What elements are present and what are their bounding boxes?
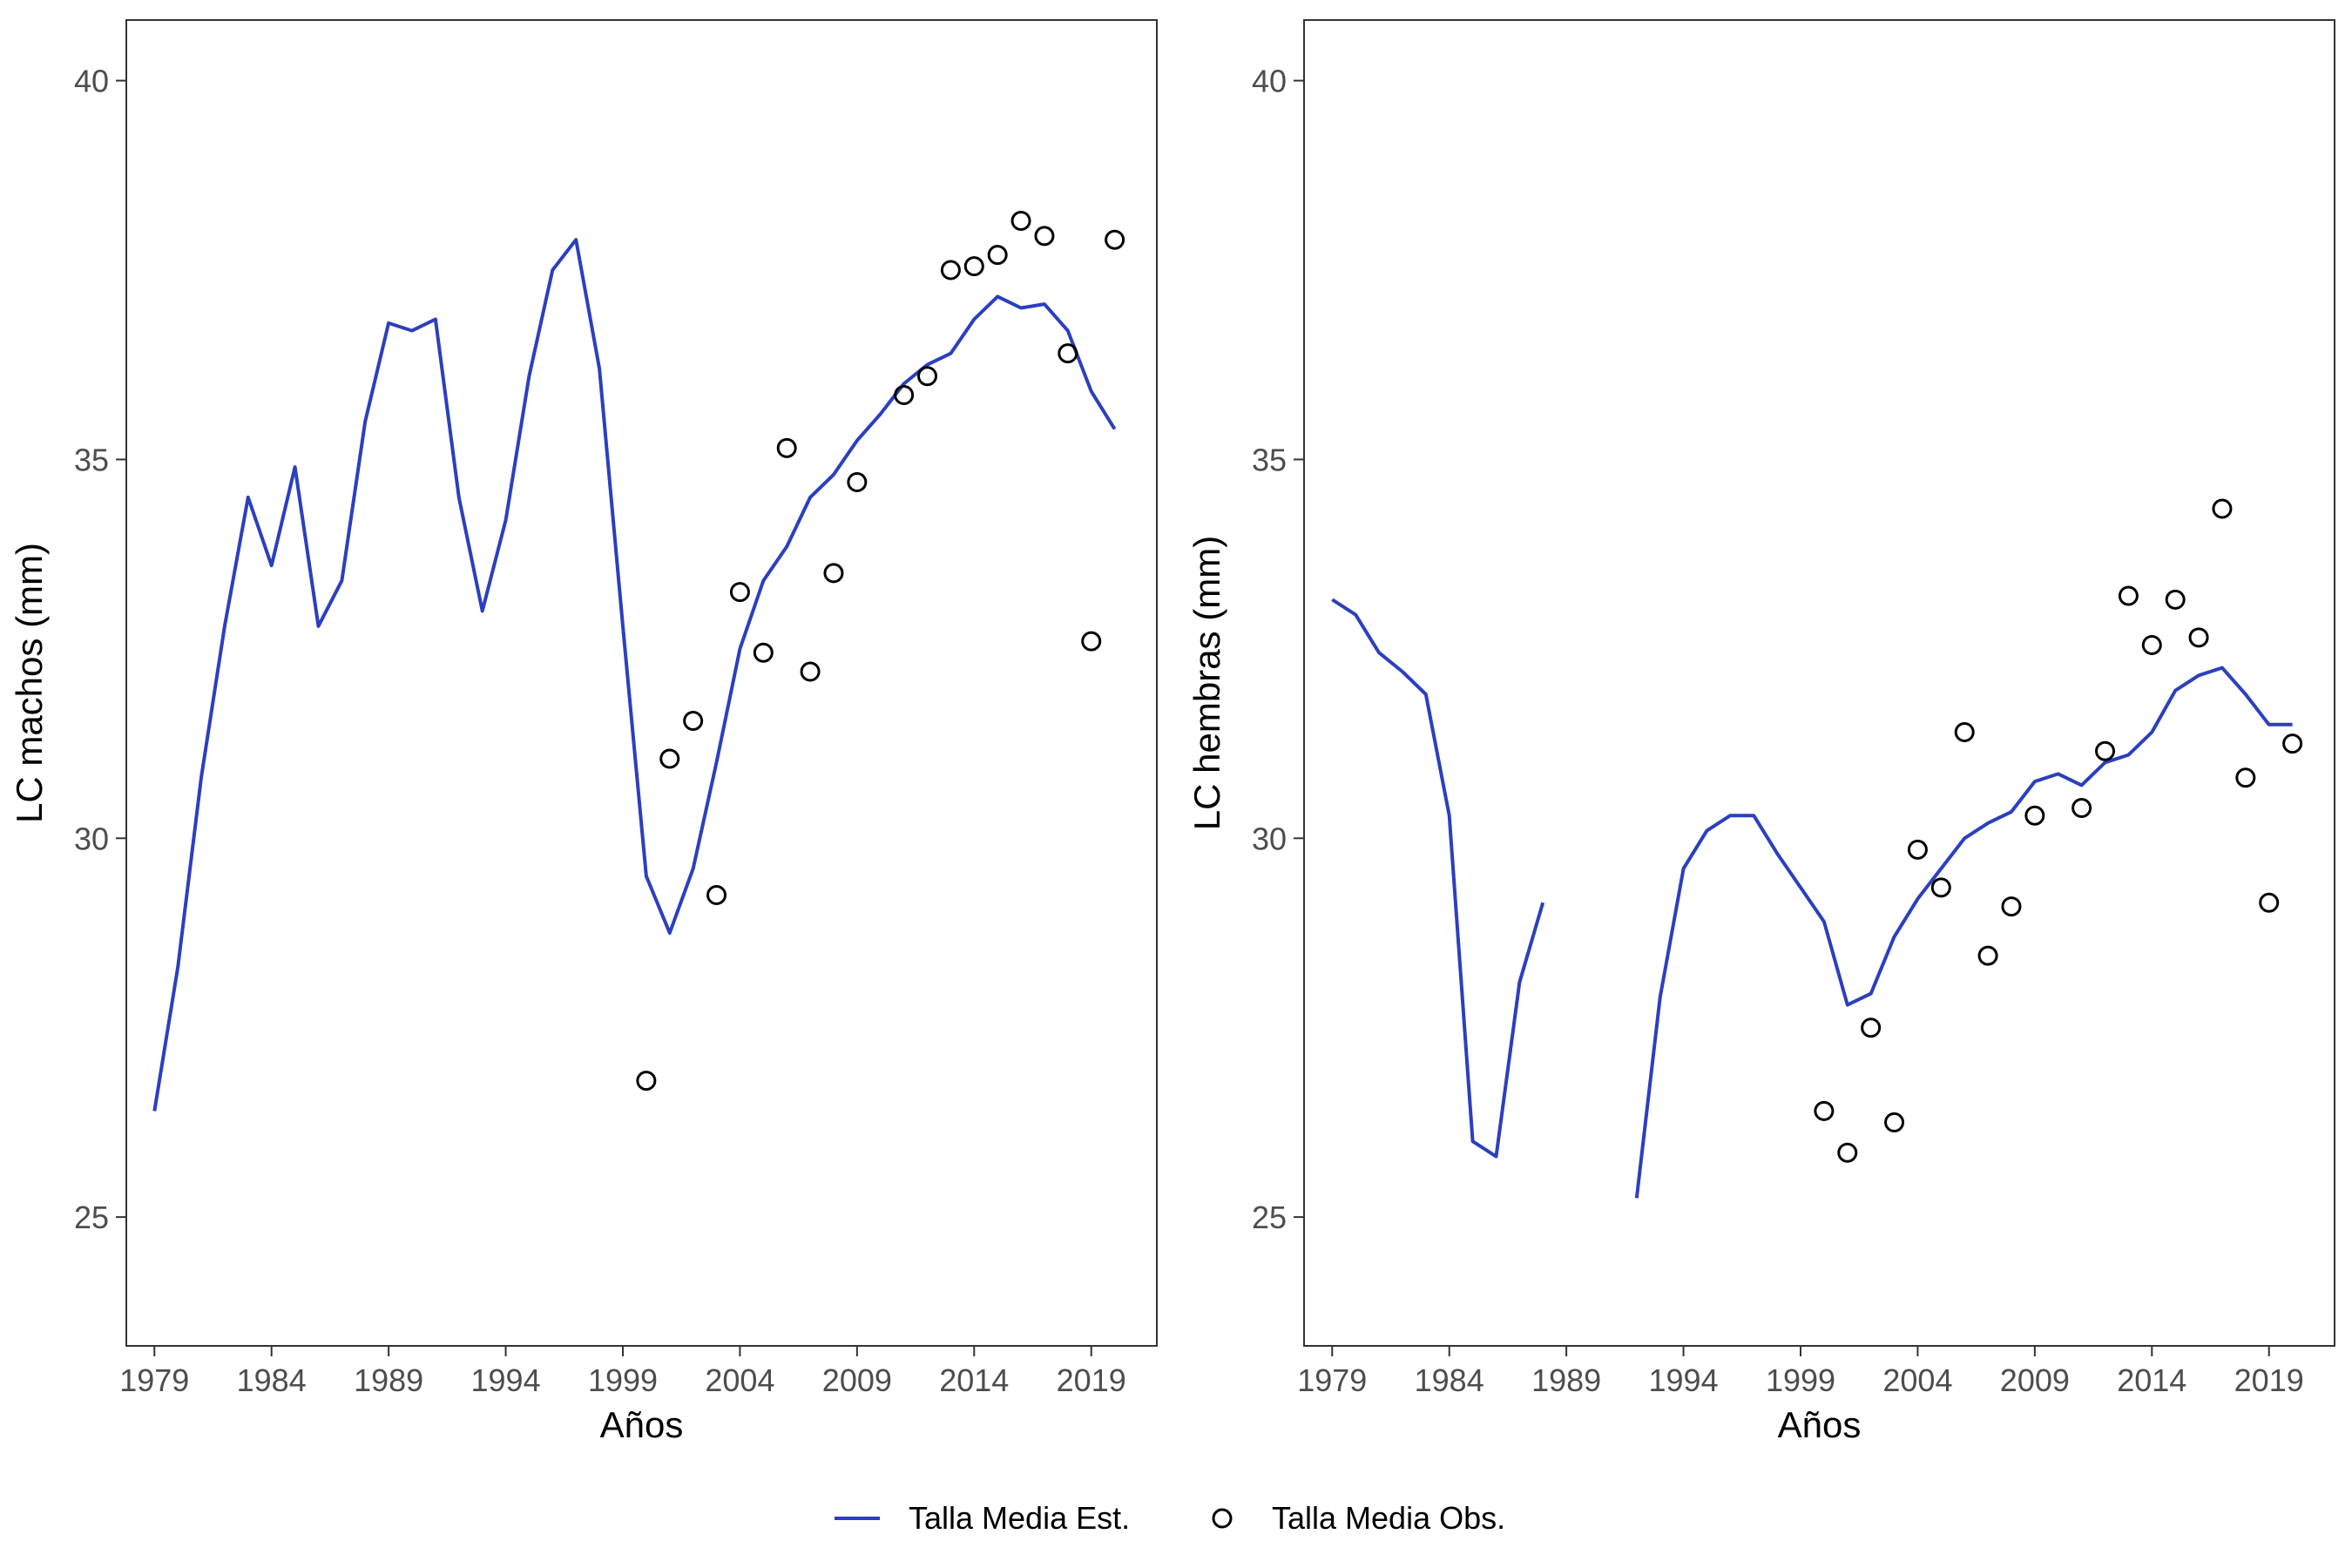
obs-point: [1010, 210, 1031, 231]
x-tick-label: 2019: [2234, 1362, 2304, 1398]
x-tick-label: 1999: [1766, 1362, 1835, 1398]
obs-point: [2001, 896, 2022, 917]
y-axis-title: LC hembras (mm): [1186, 536, 1227, 830]
obs-point: [940, 260, 961, 280]
panel-border: [125, 19, 1158, 1347]
obs-point: [753, 642, 774, 663]
obs-point: [963, 256, 984, 277]
x-tick-label: 1989: [354, 1362, 423, 1398]
x-tick-label: 1994: [471, 1362, 541, 1398]
x-tick-label: 2004: [705, 1362, 774, 1398]
y-tick-label: 35: [74, 442, 109, 477]
y-tick-label: 40: [1252, 64, 1287, 99]
x-tick-label: 1984: [1415, 1362, 1484, 1398]
obs-point: [1058, 343, 1078, 364]
x-tick-label: 1979: [1297, 1362, 1367, 1398]
obs-point: [917, 366, 938, 387]
legend: Talla Media Est. Talla Media Obs.: [835, 1500, 1505, 1536]
obs-point: [2212, 498, 2233, 519]
x-axis-title: Años: [600, 1404, 684, 1445]
x-tick-label: 1999: [588, 1362, 658, 1398]
obs-point: [2165, 589, 2186, 610]
obs-point: [2235, 767, 2256, 788]
obs-point: [2141, 635, 2162, 656]
obs-point: [1814, 1100, 1835, 1121]
series-line-est: [152, 238, 1117, 1112]
obs-point: [2024, 805, 2045, 826]
obs-point: [1954, 722, 1975, 743]
obs-point: [1977, 945, 1998, 966]
obs-point: [847, 472, 868, 493]
y-tick-label: 25: [1252, 1200, 1287, 1235]
obs-point: [2118, 585, 2139, 606]
x-axis-title: Años: [1778, 1404, 1862, 1445]
obs-point: [1081, 631, 1102, 652]
obs-point: [659, 748, 680, 769]
obs-point: [2282, 733, 2303, 754]
obs-point: [706, 885, 727, 906]
obs-point: [2095, 740, 2116, 761]
obs-point: [2188, 627, 2209, 648]
obs-point: [776, 437, 797, 458]
series-line-est: [1331, 598, 2293, 1199]
x-tick-label: 2004: [1882, 1362, 1952, 1398]
y-tick-label: 35: [1252, 442, 1287, 477]
x-tick-label: 2014: [939, 1362, 1009, 1398]
obs-point: [1837, 1142, 1858, 1163]
obs-point: [987, 245, 1008, 266]
x-tick-label: 2009: [822, 1362, 892, 1398]
obs-point: [1105, 229, 1125, 250]
obs-point: [1884, 1112, 1905, 1132]
x-tick-label: 1984: [237, 1362, 307, 1398]
x-tick-label: 1994: [1649, 1362, 1719, 1398]
y-tick-label: 40: [74, 64, 109, 99]
obs-point: [823, 563, 844, 584]
y-tick-label: 30: [1252, 821, 1287, 856]
obs-point: [1907, 839, 1928, 860]
obs-point: [729, 582, 750, 603]
legend-label-est: Talla Media Est.: [909, 1500, 1130, 1536]
obs-point: [636, 1071, 657, 1092]
y-tick-label: 25: [74, 1200, 109, 1235]
y-tick-label: 30: [74, 821, 109, 856]
obs-point: [1034, 226, 1055, 247]
panel-machos: 25 30 35 40 1979 1984 1989 1994 1999 2004 2009 2014…: [9, 19, 1158, 1445]
obs-point: [2259, 892, 2280, 913]
y-axis-title: LC machos (mm): [9, 543, 50, 823]
x-tick-label: 2014: [2117, 1362, 2186, 1398]
legend-point-key: [1212, 1508, 1233, 1529]
panel-hembras: 25 30 35 40 1979 1984 1989 1994 1999 2004 2009 2014…: [1186, 19, 2335, 1445]
obs-point: [800, 661, 821, 682]
obs-point: [683, 710, 704, 731]
x-tick-label: 1989: [1531, 1362, 1601, 1398]
panel-border: [1303, 19, 2335, 1347]
x-tick-label: 1979: [119, 1362, 189, 1398]
obs-point: [894, 385, 915, 406]
legend-label-obs: Talla Media Obs.: [1272, 1500, 1505, 1536]
obs-point: [2072, 798, 2092, 819]
obs-point: [1930, 877, 1951, 898]
x-tick-label: 2009: [2000, 1362, 2070, 1398]
obs-point: [1861, 1017, 1882, 1038]
x-tick-label: 2019: [1057, 1362, 1126, 1398]
